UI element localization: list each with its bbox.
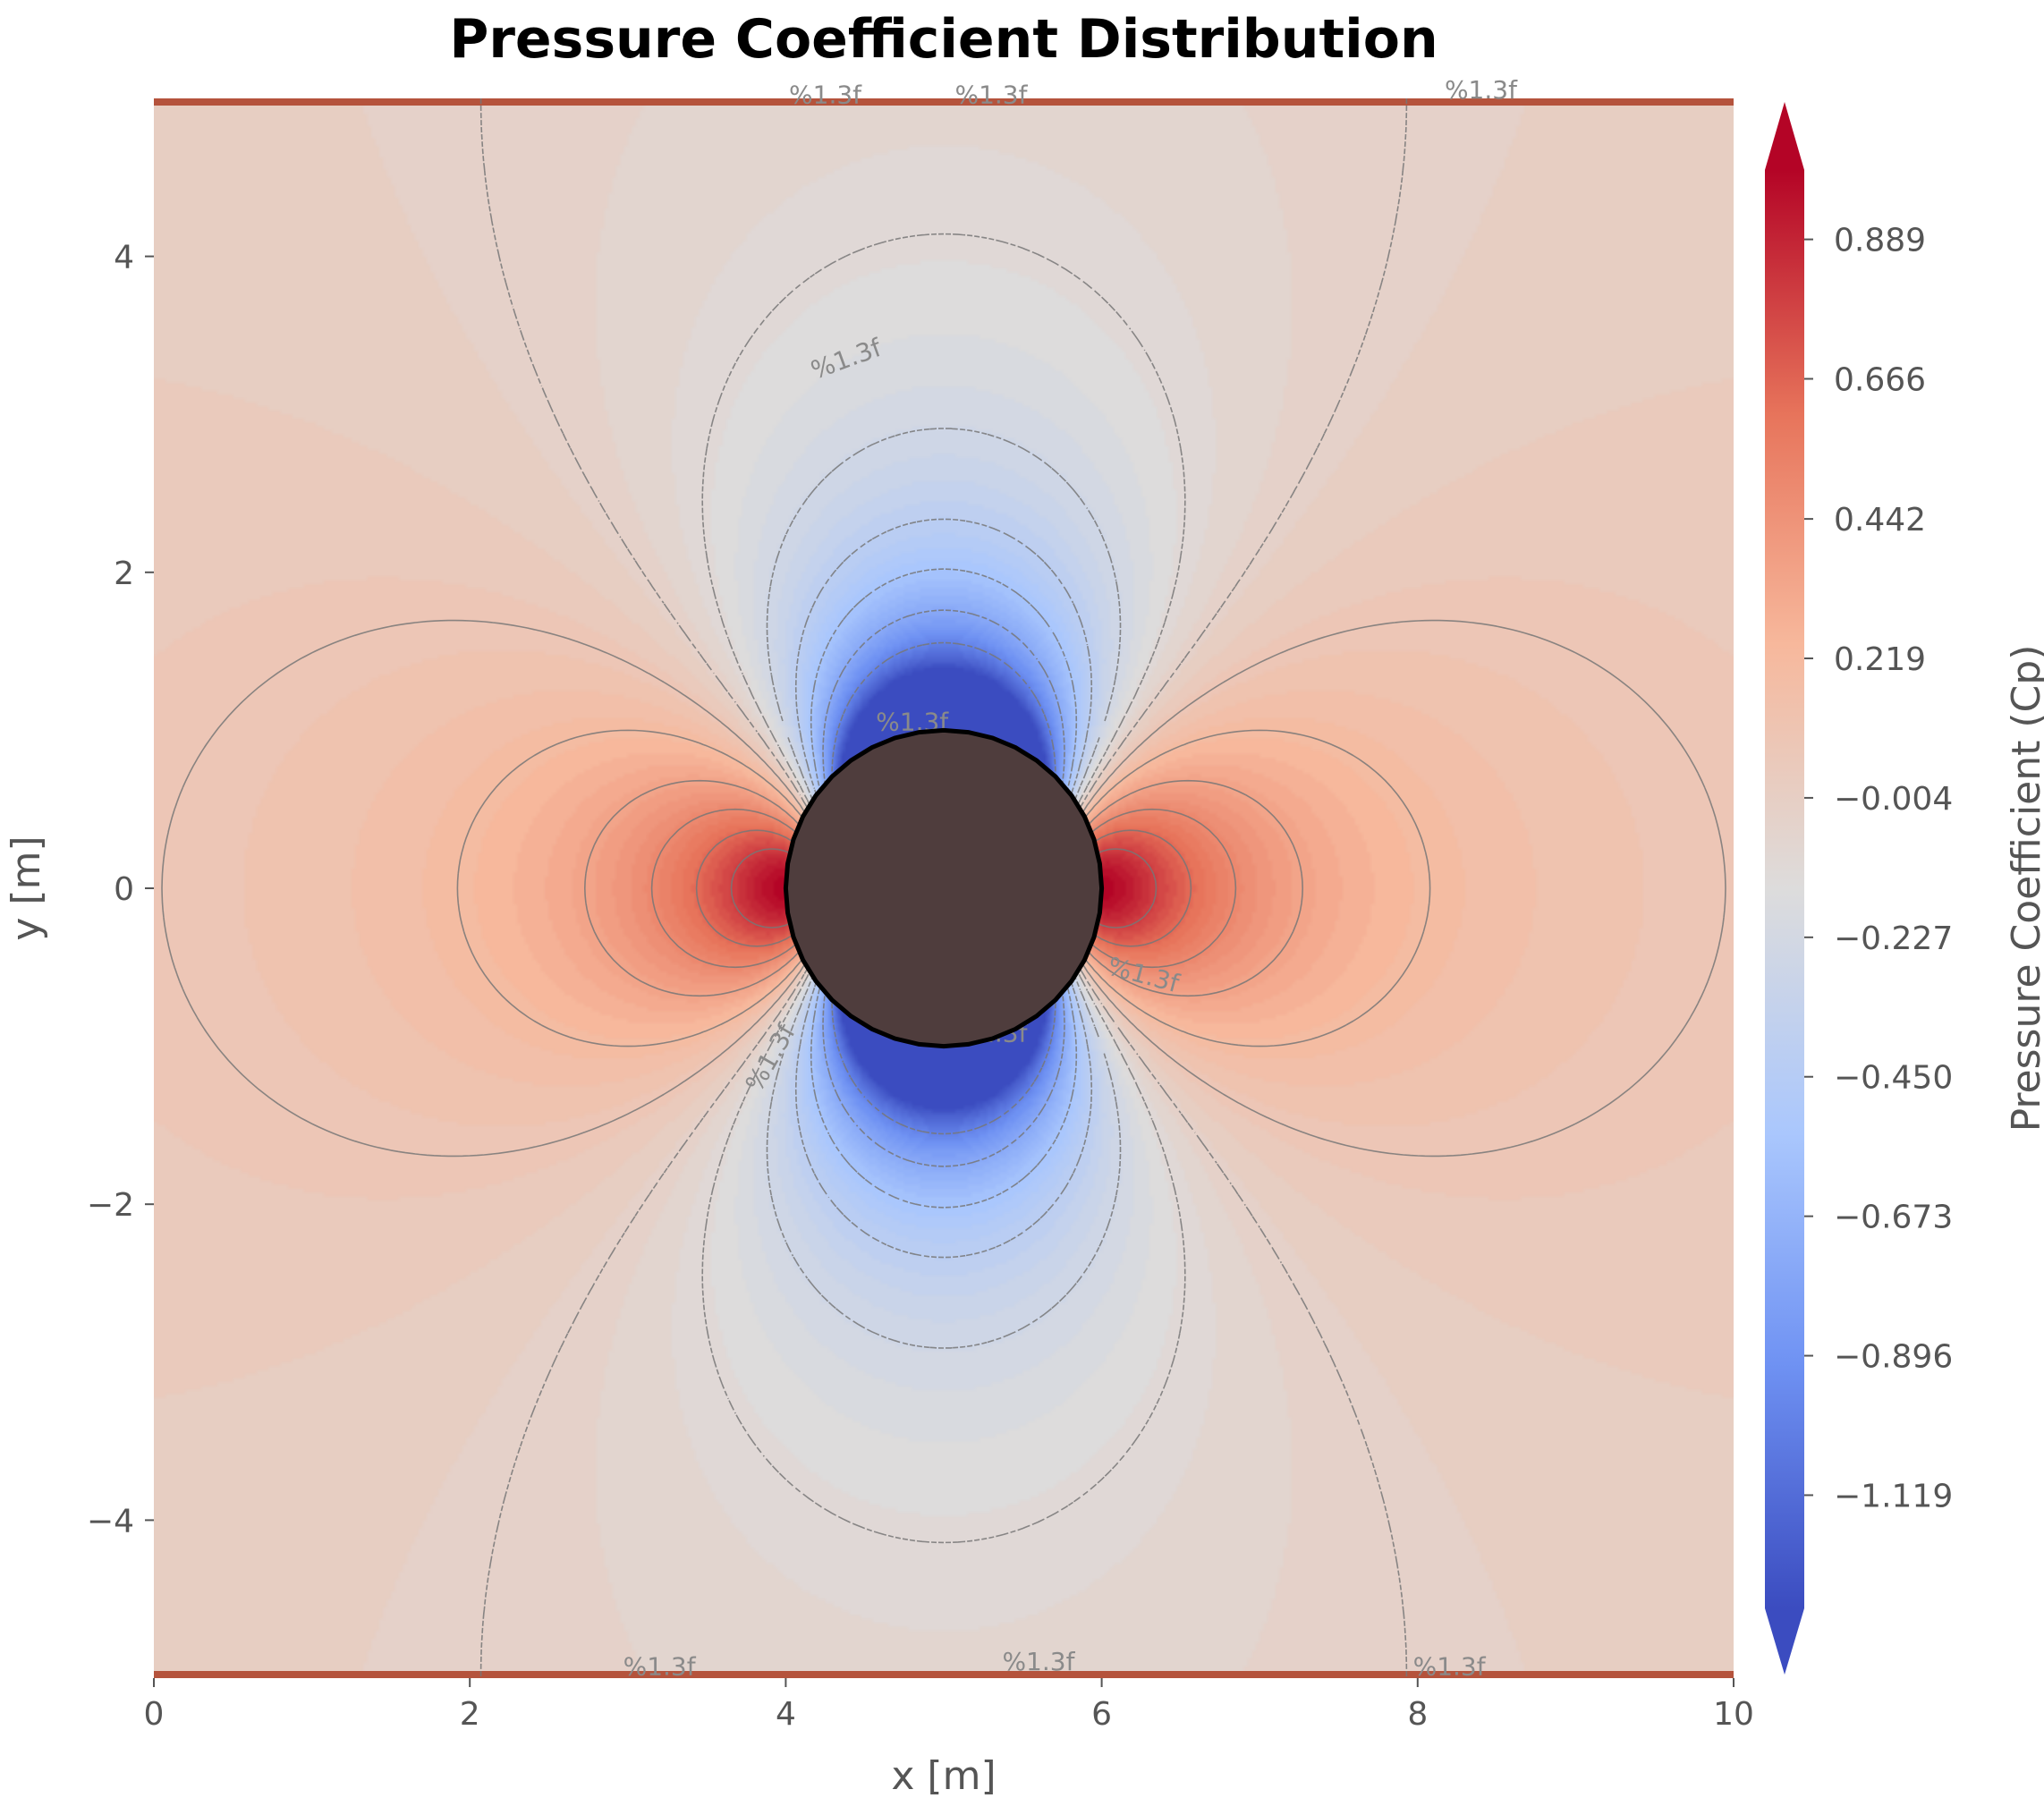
colorbar-tick-label: −0.673: [1834, 1200, 1953, 1236]
y-tick-label: −2: [87, 1187, 134, 1224]
colorbar-tick-label: 0.666: [1834, 362, 1926, 399]
colorbar-lower-extension: [1765, 1608, 1804, 1675]
x-tick-label: 6: [1091, 1696, 1112, 1733]
y-tick-label: 4: [114, 240, 134, 276]
x-axis-ticks: 0 2 4 6 8 10: [144, 1678, 1754, 1733]
contour-label: %1.3f: [1413, 1651, 1487, 1681]
cylinder-body: [783, 727, 1105, 1049]
x-axis-label: x [m]: [891, 1753, 996, 1799]
contour-line: [456, 729, 1431, 1047]
contour-label: %1.3f: [789, 80, 862, 109]
y-axis-label: y [m]: [4, 835, 49, 940]
x-tick-label: 4: [776, 1696, 796, 1733]
top-wall-strip: [154, 98, 1734, 106]
colorbar-tick-label: −0.450: [1834, 1060, 1953, 1097]
colorbar-tick-label: 0.442: [1834, 502, 1926, 539]
y-tick-label: −4: [87, 1503, 134, 1539]
contour-label: %1.3f: [623, 1651, 697, 1681]
contour-label: %1.3f: [954, 80, 1028, 109]
colorbar-upper-extension: [1765, 102, 1804, 170]
x-tick-label: 8: [1407, 1696, 1428, 1733]
colorbar-tick-label: 0.219: [1834, 641, 1926, 678]
y-axis-ticks: −4 −2 0 2 4: [87, 240, 154, 1539]
colorbar-tick-label: −0.227: [1834, 920, 1953, 957]
bottom-wall-strip: [154, 1671, 1734, 1678]
contour-line: [161, 619, 1726, 1158]
x-tick-label: 10: [1713, 1696, 1754, 1733]
colorbar-tick-label: −1.119: [1834, 1478, 1953, 1514]
colorbar-label: Pressure Coefficient (Cp): [2004, 645, 2044, 1132]
contour-label: %1.3f: [1445, 75, 1518, 105]
contour-label: %1.3f: [1002, 1647, 1075, 1676]
chart-title: Pressure Coefficient Distribution: [449, 8, 1438, 71]
y-tick-label: 0: [114, 871, 134, 908]
x-tick-label: 2: [460, 1696, 480, 1733]
contour-line: [479, 98, 1408, 1678]
contour-line: [730, 848, 1158, 929]
x-tick-label: 0: [144, 1696, 165, 1733]
colorbar: [1765, 170, 1804, 1608]
y-tick-label: 2: [114, 556, 134, 592]
colorbar-tick-label: −0.004: [1834, 781, 1953, 818]
colorbar-tick-label: 0.889: [1834, 223, 1926, 259]
colorbar-ticks: 0.889 0.666 0.442 0.219 −0.004 −0.227 −0.450 −0…: [1804, 223, 1953, 1514]
colorbar-tick-label: −0.896: [1834, 1339, 1953, 1376]
